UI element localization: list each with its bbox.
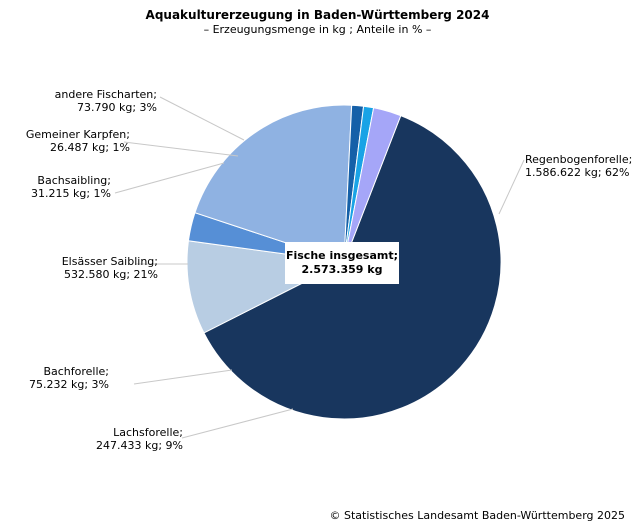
label-name: Regenbogenforelle; — [525, 153, 633, 166]
chart-title: Aquakulturerzeugung in Baden-Württemberg… — [145, 8, 490, 22]
leader-line-gemeiner-karpfen — [123, 141, 239, 157]
chart-subtitle: – Erzeugungsmenge in kg ; Anteile in % – — [203, 23, 432, 36]
source-note: © Statistisches Landesamt Baden-Württemb… — [329, 509, 625, 522]
label-andere-fischarten: andere Fischarten; 73.790 kg; 3% — [55, 88, 157, 114]
label-name: Bachforelle; — [43, 365, 109, 378]
label-value: 532.580 kg; 21% — [64, 268, 158, 281]
label-value: 1.586.622 kg; 62% — [525, 166, 630, 179]
leader-line-bachsaibling — [114, 162, 225, 194]
total-label-box: Fische insgesamt; 2.573.359 kg — [285, 242, 399, 284]
pie-slice-andere-fischarten — [343, 107, 402, 263]
label-bachsaibling: Bachsaibling; 31.215 kg; 1% — [31, 174, 111, 200]
total-label: Fische insgesamt; — [285, 249, 399, 262]
label-name: Bachsaibling; — [37, 174, 111, 187]
label-name: andere Fischarten; — [54, 88, 157, 101]
label-value: 73.790 kg; 3% — [77, 101, 157, 114]
label-lachsforelle: Lachsforelle; 247.433 kg; 9% — [96, 426, 183, 452]
leader-line-lachsforelle — [181, 408, 294, 439]
label-value: 247.433 kg; 9% — [96, 439, 183, 452]
label-value: 31.215 kg; 1% — [31, 187, 111, 200]
label-name: Elsässer Saibling; — [61, 255, 158, 268]
label-elsaesser-saibling: Elsässer Saibling; 532.580 kg; 21% — [62, 255, 158, 281]
label-bachforelle: Bachforelle; 75.232 kg; 3% — [29, 365, 109, 391]
label-gemeiner-karpfen: Gemeiner Karpfen; 26.487 kg; 1% — [26, 128, 130, 154]
total-value: 2.573.359 kg — [301, 263, 383, 276]
leader-line-regenbogenforelle — [498, 159, 525, 215]
label-name: Lachsforelle; — [113, 426, 183, 439]
leader-line-andere-fischarten — [159, 96, 245, 141]
label-regenbogenforelle: Regenbogenforelle; 1.586.622 kg; 62% — [525, 153, 632, 179]
pie-slice-els-sser-saibling — [194, 104, 353, 263]
leader-line-bachforelle — [133, 369, 233, 385]
label-value: 75.232 kg; 3% — [29, 378, 109, 391]
label-name: Gemeiner Karpfen; — [25, 128, 130, 141]
label-value: 26.487 kg; 1% — [50, 141, 130, 154]
